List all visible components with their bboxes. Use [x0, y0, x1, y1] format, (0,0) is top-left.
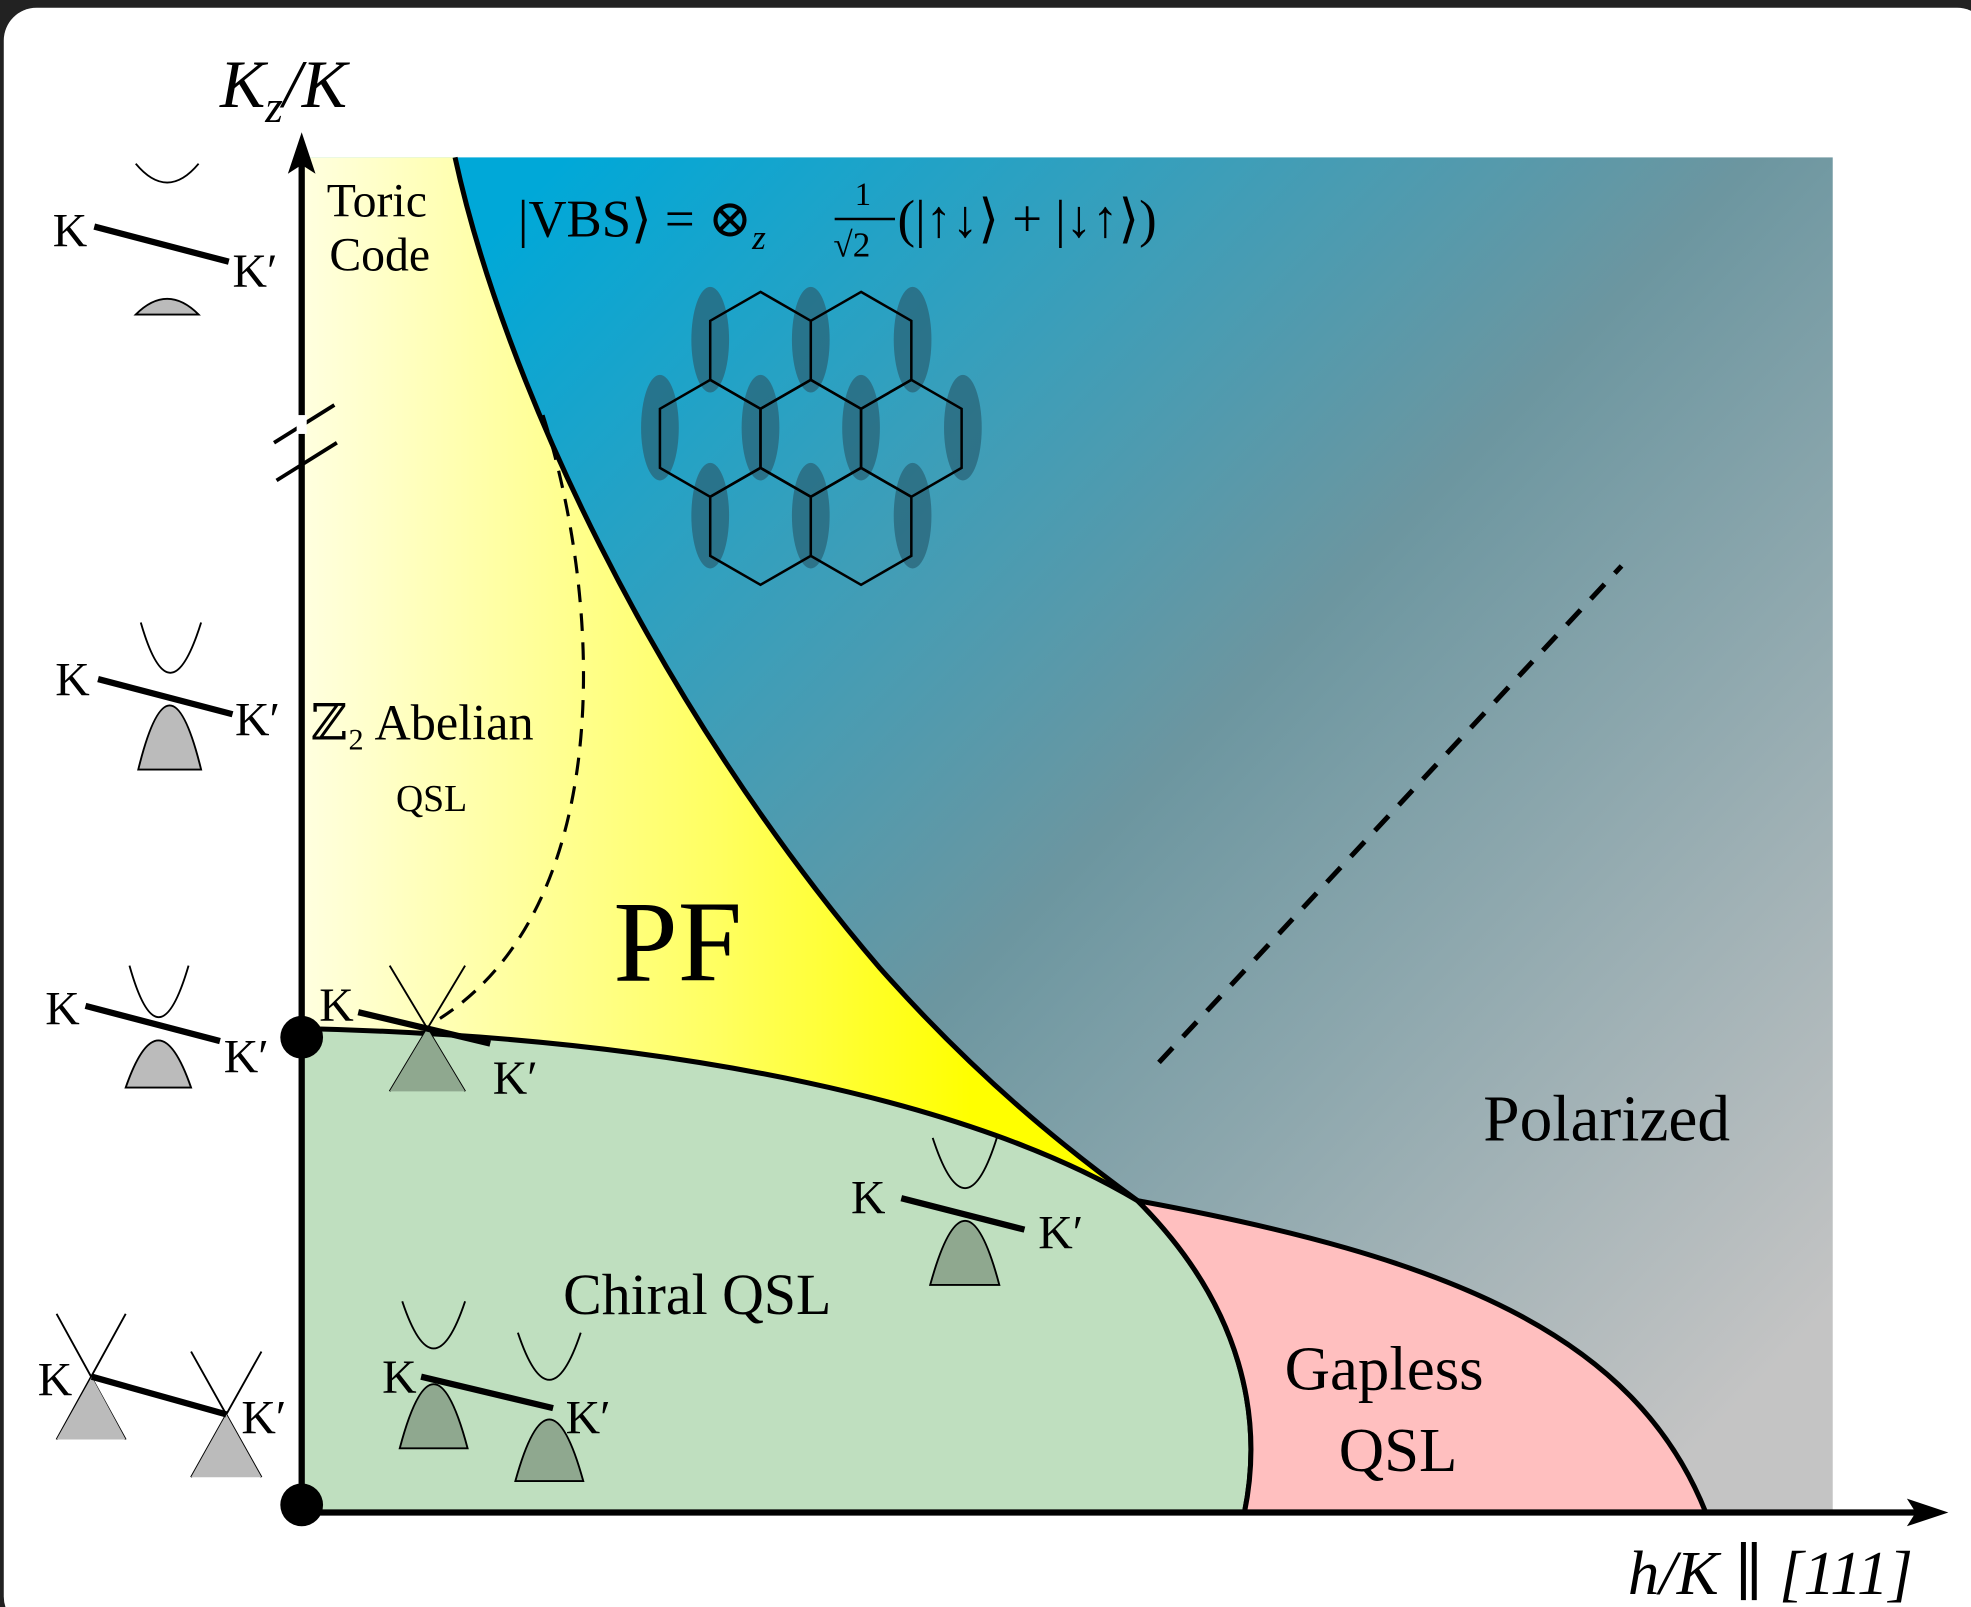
k-label: K	[38, 1354, 72, 1407]
x-arrow	[1906, 1498, 1949, 1527]
gapless-region	[1130, 1196, 1710, 1515]
vbs-formula: |VBS⟩ = ⊗z1 √2 (|↑↓⟩ + |↓↑⟩)	[518, 177, 1157, 265]
toric-label: Toric	[327, 174, 427, 227]
band-inset: K K′	[319, 965, 538, 1105]
k-label: K	[53, 205, 87, 258]
abelian-boundary	[439, 414, 586, 1020]
k-prime-label: K′	[566, 1391, 611, 1444]
polarized-label: Polarized	[1483, 1083, 1730, 1155]
gapless-label: QSL	[1339, 1415, 1458, 1485]
y-axis-label: Kz/K	[219, 47, 351, 132]
chiral-label: Chiral QSL	[563, 1262, 831, 1327]
axes	[273, 157, 1917, 1516]
toric-label: Code	[329, 229, 430, 282]
critical-point	[280, 1015, 324, 1059]
band-inset: K K′	[851, 1137, 1083, 1286]
k-prime-label: K′	[1038, 1206, 1083, 1259]
abelian-qsl-label: QSL	[396, 778, 467, 820]
band-inset: K K′	[38, 1313, 286, 1478]
k-prime-label: K′	[241, 1391, 286, 1444]
band-inset: K K′	[53, 163, 278, 316]
gapless-label: Gapless	[1285, 1333, 1484, 1403]
k-label: K	[45, 983, 79, 1036]
k-prime-label: K′	[235, 694, 280, 747]
y-arrow	[287, 132, 316, 174]
pf-label: PF	[613, 879, 742, 1007]
k-prime-label: K′	[493, 1052, 538, 1105]
k-label: K	[319, 979, 353, 1032]
band-inset: K K′	[45, 965, 269, 1089]
k-prime-label: K′	[224, 1031, 269, 1084]
origin-point	[280, 1483, 324, 1527]
pf-region	[301, 157, 1138, 1201]
k-label: K	[55, 653, 89, 706]
crossover-line	[1157, 564, 1624, 1065]
k-label: K	[851, 1171, 885, 1224]
honeycomb	[641, 286, 982, 587]
vbs-boundary	[452, 156, 1140, 1203]
abelian-label: ℤ₂ Abelian	[310, 694, 533, 750]
k-label: K	[382, 1351, 416, 1404]
band-inset: K K′	[382, 1300, 611, 1482]
band-inset: K K′	[55, 622, 280, 771]
k-prime-label: K′	[233, 245, 278, 298]
x-axis-label: h/K ∥ [111]	[1628, 1538, 1913, 1607]
